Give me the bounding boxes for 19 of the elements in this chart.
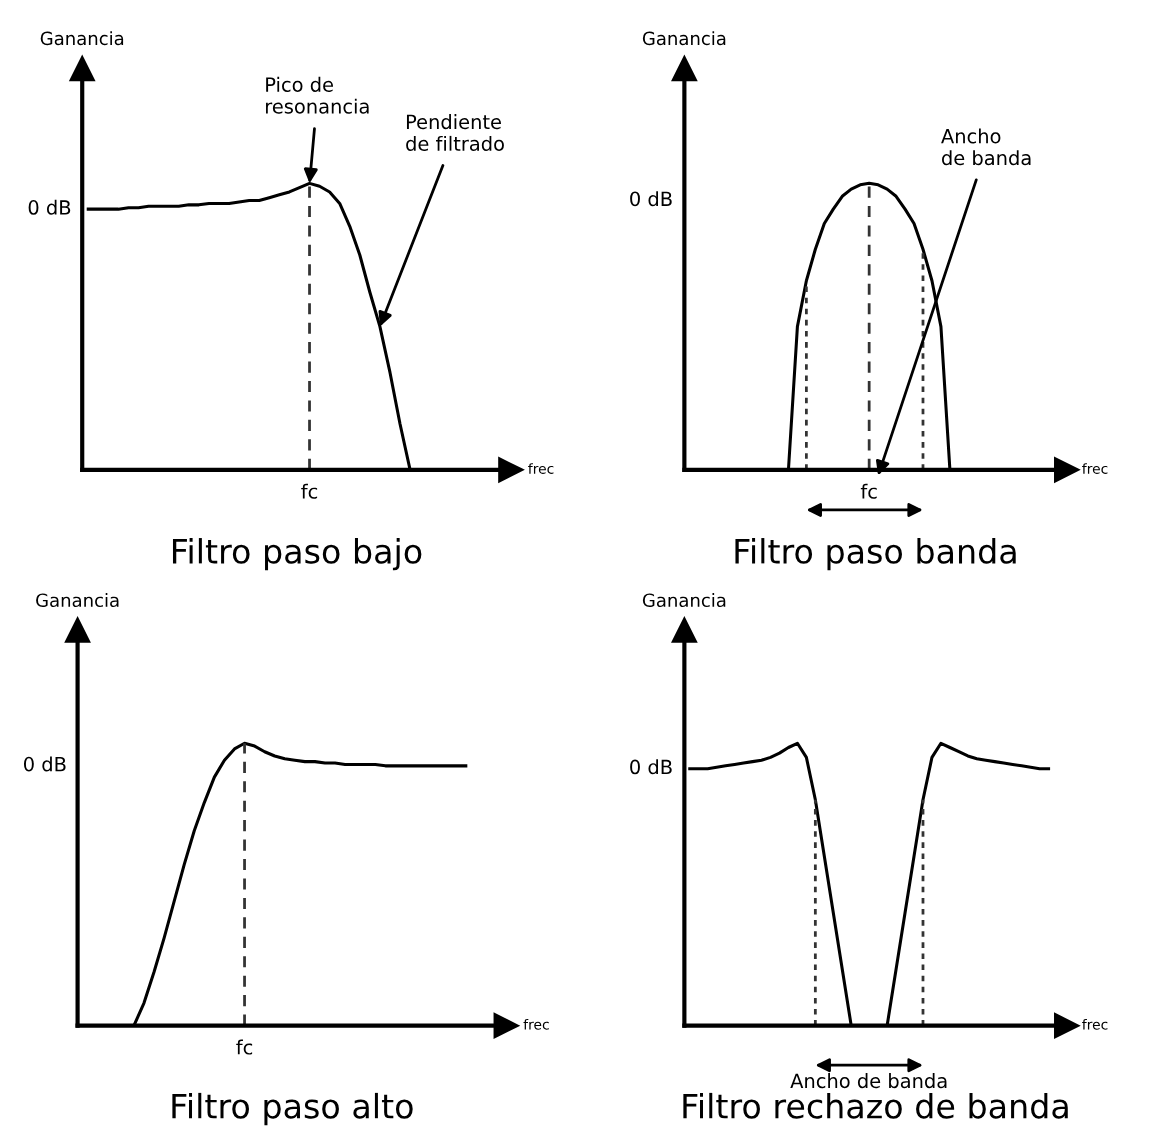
y-axis-title: Ganancia xyxy=(40,31,124,46)
text: fc xyxy=(301,483,318,499)
text: Filtro paso banda xyxy=(735,538,1016,571)
text: 0 dB xyxy=(630,759,672,775)
y-axis-title: Ganancia xyxy=(642,31,726,46)
text: Ancho de banda xyxy=(790,1073,947,1089)
text: Filtro rechazo de banda xyxy=(683,1092,1068,1119)
y-axis-title: Ganancia xyxy=(36,593,119,608)
text: Filtro paso bajo xyxy=(172,538,422,571)
y-axis-title: Ganancia xyxy=(642,593,726,608)
text: 0 dB xyxy=(28,199,71,215)
text: Filtro paso alto xyxy=(172,1092,413,1126)
text: Ancho de banda xyxy=(941,128,1031,166)
text: Pico de resonancia xyxy=(266,76,369,114)
text: 0 dB xyxy=(630,191,672,207)
text: Pendiente de filtrado xyxy=(406,114,504,151)
text: fc xyxy=(860,483,877,499)
text: 0 dB xyxy=(24,756,66,772)
text: fc xyxy=(236,1039,253,1055)
